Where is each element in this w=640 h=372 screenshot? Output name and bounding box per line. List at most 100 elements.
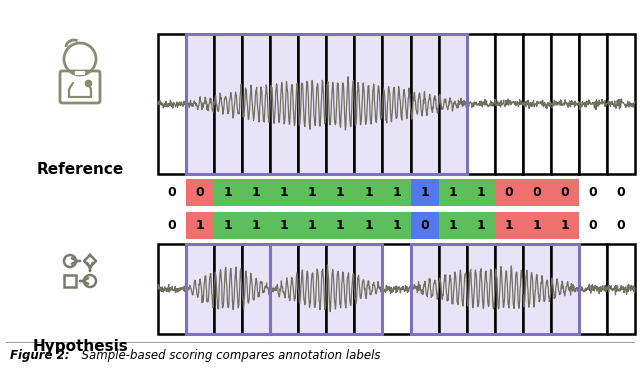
Bar	[326, 244, 355, 334]
Bar	[410, 34, 438, 174]
Bar	[383, 212, 410, 239]
Bar	[467, 179, 495, 206]
Bar	[242, 244, 270, 334]
Bar	[551, 179, 579, 206]
Bar	[214, 244, 242, 334]
Text: 1: 1	[448, 219, 457, 232]
Bar	[298, 34, 326, 174]
Bar	[551, 212, 579, 239]
Text: 1: 1	[196, 219, 204, 232]
Text: 1: 1	[280, 186, 289, 199]
Bar	[495, 179, 523, 206]
Bar	[186, 244, 270, 334]
Bar	[383, 34, 410, 174]
Bar	[242, 34, 270, 174]
Text: 1: 1	[280, 219, 289, 232]
Bar	[270, 244, 298, 334]
Text: 1: 1	[476, 186, 485, 199]
Bar	[186, 244, 214, 334]
Text: Hypothesis: Hypothesis	[32, 339, 128, 353]
Bar	[467, 212, 495, 239]
Text: 0: 0	[561, 186, 569, 199]
Bar	[298, 244, 326, 334]
Bar	[523, 244, 551, 334]
Text: 0: 0	[589, 219, 597, 232]
Bar	[410, 212, 438, 239]
Bar	[523, 212, 551, 239]
Text: 1: 1	[392, 219, 401, 232]
Bar	[438, 212, 467, 239]
Bar	[438, 34, 467, 174]
Bar	[186, 212, 214, 239]
Bar	[186, 179, 214, 206]
Text: 0: 0	[616, 186, 625, 199]
Bar	[523, 34, 551, 174]
Bar	[551, 34, 579, 174]
Bar	[495, 212, 523, 239]
Text: 0: 0	[420, 219, 429, 232]
Text: 1: 1	[476, 219, 485, 232]
Bar	[270, 212, 298, 239]
Bar	[64, 275, 76, 287]
Text: 0: 0	[616, 219, 625, 232]
Text: 1: 1	[336, 186, 345, 199]
Bar	[355, 34, 383, 174]
Bar	[270, 179, 298, 206]
Text: 0: 0	[196, 186, 204, 199]
Bar	[326, 34, 355, 174]
Text: 1: 1	[364, 186, 373, 199]
Bar	[438, 244, 467, 334]
Text: Figure 2:: Figure 2:	[10, 350, 70, 362]
Bar	[214, 212, 242, 239]
Text: Sample-based scoring compares annotation labels: Sample-based scoring compares annotation…	[74, 350, 381, 362]
Bar	[467, 244, 495, 334]
Bar	[326, 179, 355, 206]
Text: 1: 1	[504, 219, 513, 232]
Bar	[75, 71, 85, 75]
Bar	[242, 212, 270, 239]
Text: 0: 0	[168, 219, 177, 232]
Bar	[551, 244, 579, 334]
Bar	[495, 244, 523, 334]
Bar	[355, 179, 383, 206]
Text: 1: 1	[448, 186, 457, 199]
Bar	[186, 34, 214, 174]
Bar	[410, 179, 438, 206]
Bar	[383, 179, 410, 206]
Bar	[579, 244, 607, 334]
Bar	[186, 34, 467, 174]
Text: 1: 1	[532, 219, 541, 232]
Text: 1: 1	[364, 219, 373, 232]
Text: 1: 1	[392, 186, 401, 199]
Bar	[607, 34, 635, 174]
Bar	[158, 244, 186, 334]
Bar	[495, 34, 523, 174]
Text: 1: 1	[308, 186, 317, 199]
Text: Reference: Reference	[36, 161, 124, 176]
Text: 0: 0	[532, 186, 541, 199]
FancyBboxPatch shape	[60, 71, 100, 103]
Bar	[410, 244, 438, 334]
Text: 1: 1	[561, 219, 569, 232]
Text: 1: 1	[224, 219, 232, 232]
Text: 1: 1	[252, 219, 260, 232]
Bar	[607, 244, 635, 334]
Bar	[410, 244, 579, 334]
Text: 1: 1	[252, 186, 260, 199]
Text: 1: 1	[224, 186, 232, 199]
Text: 1: 1	[308, 219, 317, 232]
Bar	[270, 244, 383, 334]
Text: 0: 0	[589, 186, 597, 199]
Bar	[326, 212, 355, 239]
Bar	[270, 34, 298, 174]
Text: 0: 0	[504, 186, 513, 199]
Bar	[214, 179, 242, 206]
Bar	[158, 34, 186, 174]
Bar	[438, 179, 467, 206]
Bar	[383, 244, 410, 334]
Bar	[467, 34, 495, 174]
Text: 1: 1	[420, 186, 429, 199]
Bar	[298, 179, 326, 206]
Bar	[579, 34, 607, 174]
Text: 0: 0	[168, 186, 177, 199]
